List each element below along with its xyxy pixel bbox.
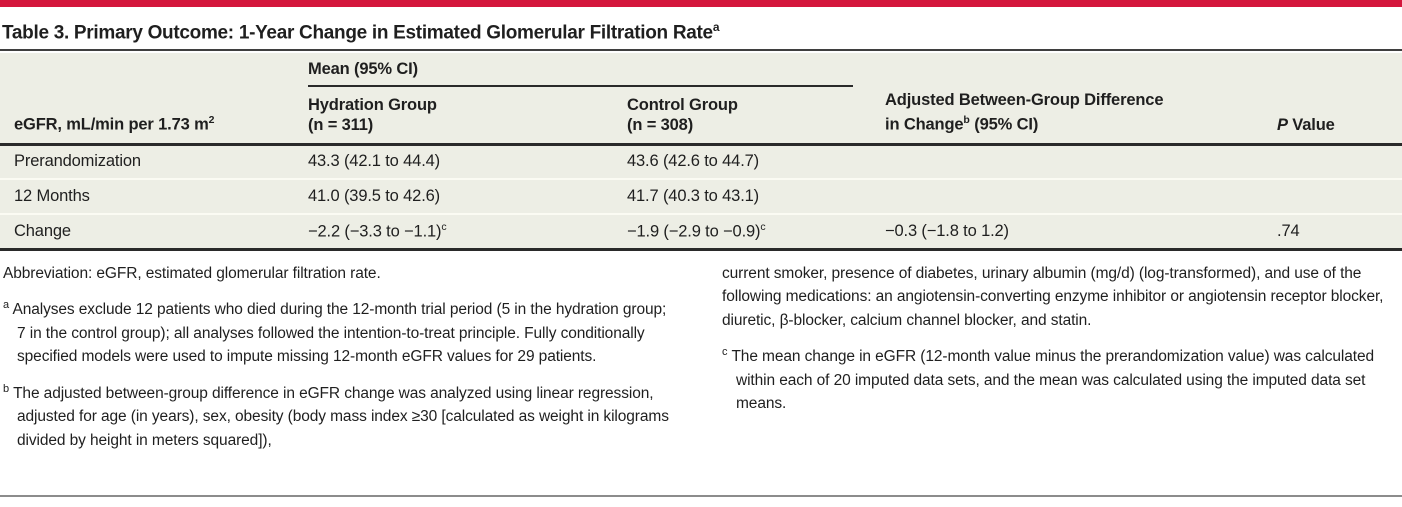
footnote-b-marker: b bbox=[3, 382, 10, 395]
footnotes: Abbreviation: eGFR, estimated glomerular… bbox=[0, 262, 1402, 462]
cell-pvalue bbox=[1263, 144, 1402, 179]
cell-hydration: 41.0 (39.5 to 42.6) bbox=[294, 179, 613, 214]
footnote-a-text: Analyses exclude 12 patients who died du… bbox=[12, 301, 667, 366]
egfr-header-label: eGFR, mL/min per 1.73 m bbox=[14, 115, 209, 134]
title-footnote-marker: a bbox=[712, 20, 720, 34]
cell-value: 41.0 (39.5 to 42.6) bbox=[308, 187, 440, 205]
column-header-difference: Adjusted Between-Group Difference in Cha… bbox=[871, 53, 1264, 146]
cell-hydration: 43.3 (42.1 to 44.4) bbox=[294, 144, 613, 179]
footnote-b-text-left: The adjusted between-group difference in… bbox=[13, 384, 669, 449]
row-label: Prerandomization bbox=[14, 152, 141, 171]
cell-pvalue: .74 bbox=[1277, 221, 1300, 240]
control-header-n: (n = 308) bbox=[627, 115, 694, 134]
pvalue-header-rest: Value bbox=[1287, 115, 1335, 134]
row-label: Change bbox=[14, 221, 71, 240]
footnote-a-marker: a bbox=[3, 299, 10, 311]
table-row-change: Change −2.2 (−3.3 to −1.1)c −1.9 (−2.9 t… bbox=[0, 214, 1402, 249]
cell-control: 43.6 (42.6 to 44.7) bbox=[613, 144, 871, 179]
cell-control: 41.7 (40.3 to 43.1) bbox=[613, 179, 871, 214]
difference-header-line2: in Changeb (95% CI) bbox=[885, 110, 1249, 135]
difference-footnote-marker: b bbox=[963, 114, 970, 126]
cell-pvalue bbox=[1263, 179, 1402, 214]
column-header-pvalue: P Value bbox=[1263, 53, 1402, 146]
table-title-text: Table 3. Primary Outcome: 1-Year Change … bbox=[2, 22, 713, 44]
cell-value: 43.6 (42.6 to 44.7) bbox=[627, 152, 759, 171]
outcomes-table: eGFR, mL/min per 1.73 m2 Mean (95% CI) A… bbox=[0, 53, 1402, 251]
footnote-b-part1: b The adjusted between-group difference … bbox=[3, 378, 670, 453]
cell-value: 43.3 (42.1 to 44.4) bbox=[308, 152, 440, 171]
column-header-control-group: Control Group (n = 308) bbox=[613, 87, 872, 146]
accent-bar bbox=[0, 0, 1402, 7]
hydration-header-line1: Hydration Group bbox=[308, 95, 437, 114]
footnote-a: a Analyses exclude 12 patients who died … bbox=[3, 294, 670, 369]
footnote-b-part2: current smoker, presence of diabetes, ur… bbox=[722, 264, 1384, 329]
footnotes-left-column: Abbreviation: eGFR, estimated glomerular… bbox=[3, 262, 670, 462]
table-body: Prerandomization 43.3 (42.1 to 44.4) 43.… bbox=[0, 144, 1402, 249]
abbreviation-note: Abbreviation: eGFR, estimated glomerular… bbox=[3, 264, 381, 282]
cell-hydration: −2.2 (−3.3 to −1.1)c bbox=[294, 214, 613, 249]
bottom-rule bbox=[0, 495, 1402, 497]
difference-header-line2-text: in Change bbox=[885, 115, 964, 134]
row-label: 12 Months bbox=[14, 187, 90, 205]
cell-difference bbox=[871, 144, 1263, 179]
spanner-mean-ci: Mean (95% CI) bbox=[308, 53, 854, 87]
cell-footnote-marker: c bbox=[441, 221, 447, 233]
difference-header-line1: Adjusted Between-Group Difference bbox=[885, 91, 1164, 109]
cell-footnote-marker: c bbox=[760, 221, 766, 233]
difference-header-line2-suffix: (95% CI) bbox=[969, 115, 1039, 134]
spanner-cell: Mean (95% CI) bbox=[294, 53, 871, 87]
egfr-header-superscript: 2 bbox=[208, 114, 215, 126]
footnote-c-marker: c bbox=[722, 346, 728, 358]
footnotes-right-column: current smoker, presence of diabetes, ur… bbox=[722, 262, 1400, 462]
cell-value: −2.2 (−3.3 to −1.1) bbox=[308, 222, 442, 241]
column-header-egfr: eGFR, mL/min per 1.73 m2 bbox=[0, 53, 294, 146]
table-row-12-months: 12 Months 41.0 (39.5 to 42.6) 41.7 (40.3… bbox=[0, 179, 1402, 214]
cell-difference bbox=[871, 179, 1263, 214]
column-header-hydration-group: Hydration Group (n = 311) bbox=[294, 87, 613, 146]
cell-value: −1.9 (−2.9 to −0.9) bbox=[627, 222, 761, 241]
control-header-line1: Control Group bbox=[627, 95, 738, 114]
table-title: Table 3. Primary Outcome: 1-Year Change … bbox=[0, 7, 1402, 51]
footnote-c: c The mean change in eGFR (12-month valu… bbox=[722, 341, 1400, 416]
cell-control: −1.9 (−2.9 to −0.9)c bbox=[613, 214, 871, 249]
cell-value: 41.7 (40.3 to 43.1) bbox=[627, 187, 759, 205]
cell-difference: −0.3 (−1.8 to 1.2) bbox=[885, 221, 1009, 240]
table-row-prerandomization: Prerandomization 43.3 (42.1 to 44.4) 43.… bbox=[0, 144, 1402, 179]
table-header: eGFR, mL/min per 1.73 m2 Mean (95% CI) A… bbox=[0, 53, 1402, 146]
pvalue-header-italic-p: P bbox=[1277, 115, 1288, 134]
footnote-c-text: The mean change in eGFR (12-month value … bbox=[731, 348, 1374, 413]
hydration-header-n: (n = 311) bbox=[308, 115, 374, 134]
